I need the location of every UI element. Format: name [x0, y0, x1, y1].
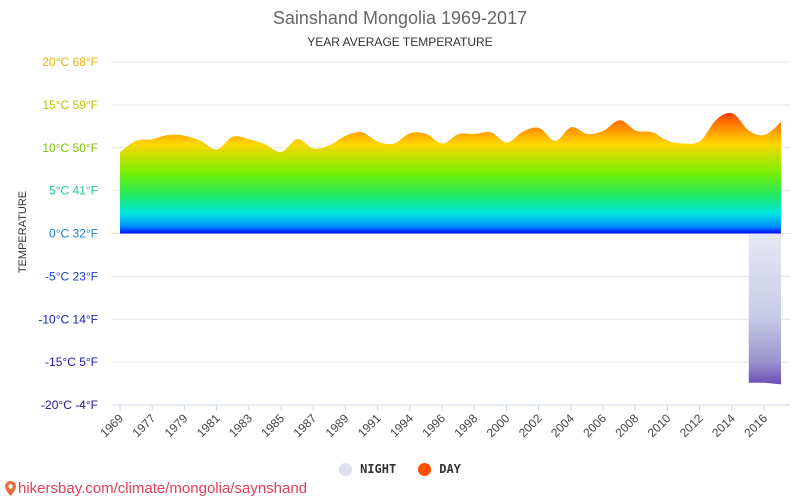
series-areas: [120, 112, 781, 385]
x-tick-label-1: 1977: [130, 411, 159, 440]
y-tick-label-8: -20°C -4°F: [41, 398, 98, 412]
x-tick-label-14: 2004: [548, 411, 577, 440]
x-tick-label-7: 1989: [323, 411, 352, 440]
location-pin-icon: [5, 481, 16, 496]
x-tick-label-15: 2006: [580, 411, 609, 440]
x-tick-label-8: 1991: [355, 411, 384, 440]
chart-subtitle: YEAR AVERAGE TEMPERATURE: [307, 35, 493, 49]
legend-item-day[interactable]: DAY: [418, 462, 461, 476]
source-text: hikersbay.com/climate/mongolia/saynshand: [18, 480, 308, 497]
legend-day-label: DAY: [439, 462, 461, 476]
x-tick-label-0: 1969: [97, 411, 126, 440]
x-tick-label-17: 2010: [645, 411, 674, 440]
x-tick-label-18: 2012: [677, 411, 706, 440]
x-tick-label-19: 2014: [709, 411, 738, 440]
y-tick-label-4: 0°C 32°F: [49, 227, 98, 241]
x-tick-label-13: 2002: [516, 411, 545, 440]
legend: NIGHT DAY: [0, 462, 800, 476]
legend-night-label: NIGHT: [360, 462, 397, 476]
x-tick-label-4: 1983: [226, 411, 255, 440]
x-tick-label-6: 1987: [291, 411, 320, 440]
y-tick-label-2: 10°C 50°F: [42, 141, 98, 155]
y-tick-label-0: 20°C 68°F: [42, 55, 98, 69]
x-tick-label-2: 1979: [162, 411, 191, 440]
x-tick-label-20: 2016: [741, 411, 770, 440]
y-tick-label-6: -10°C 14°F: [38, 312, 98, 326]
y-tick-label-1: 15°C 59°F: [42, 98, 98, 112]
series-night-area: [748, 233, 781, 385]
y-tick-labels: 20°C 68°F 15°C 59°F 10°C 50°F 5°C 41°F 0°C 3…: [38, 55, 98, 412]
chart-plot: 20°C 68°F 15°C 59°F 10°C 50°F 5°C 41°F 0°C 3…: [38, 55, 790, 440]
series-day-area: [120, 112, 781, 234]
legend-day-swatch: [418, 462, 432, 476]
x-tick-label-3: 1981: [194, 411, 223, 440]
y-tick-label-5: -5°C 23°F: [45, 269, 98, 283]
x-tick-label-11: 1998: [452, 411, 481, 440]
x-tick-label-9: 1994: [387, 411, 416, 440]
source-link[interactable]: hikersbay.com/climate/mongolia/saynshand: [5, 480, 307, 497]
y-tick-label-3: 5°C 41°F: [49, 184, 98, 198]
chart-title: Sainshand Mongolia 1969-2017: [272, 8, 528, 28]
x-tick-label-5: 1985: [258, 411, 287, 440]
x-tick-label-16: 2008: [613, 411, 642, 440]
x-axis: 1969 1977 1979 1981 1983 1985 1987 1989 1991 1994…: [97, 404, 790, 440]
legend-night-swatch: [339, 462, 353, 476]
legend-item-night[interactable]: NIGHT: [339, 462, 396, 476]
x-tick-label-12: 2000: [484, 411, 513, 440]
y-tick-label-7: -15°C 5°F: [45, 355, 98, 369]
x-tick-label-10: 1996: [419, 411, 448, 440]
